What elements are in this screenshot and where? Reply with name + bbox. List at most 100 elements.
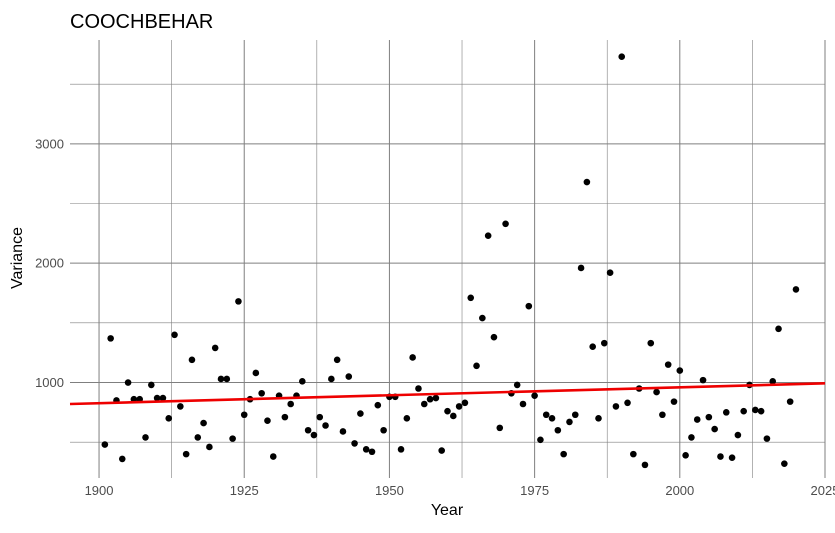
x-tick-label: 2000 bbox=[665, 483, 694, 498]
data-point bbox=[670, 398, 678, 405]
data-point bbox=[577, 264, 585, 272]
chart-title: COOCHBEHAR bbox=[70, 11, 213, 33]
data-point bbox=[659, 411, 666, 419]
data-point bbox=[235, 298, 242, 305]
data-point bbox=[775, 325, 782, 333]
data-point bbox=[118, 455, 126, 463]
data-point bbox=[240, 411, 248, 419]
data-point bbox=[728, 454, 736, 462]
data-point bbox=[630, 450, 637, 458]
data-point bbox=[328, 375, 335, 383]
data-point bbox=[717, 453, 724, 460]
data-point bbox=[786, 398, 794, 405]
data-point bbox=[734, 431, 742, 439]
data-point bbox=[322, 422, 329, 429]
data-point bbox=[142, 434, 149, 441]
x-axis-label: Year bbox=[431, 502, 464, 519]
y-tick-label: 1000 bbox=[35, 375, 64, 390]
data-point bbox=[403, 415, 411, 422]
x-tick-labels: 1900 1925 1950 1975 2000 2025 bbox=[85, 483, 835, 498]
data-point bbox=[479, 314, 486, 322]
data-point bbox=[693, 416, 701, 423]
data-point bbox=[711, 425, 718, 433]
data-point bbox=[502, 220, 509, 228]
y-tick-label: 2000 bbox=[35, 256, 64, 271]
data-point bbox=[519, 400, 527, 408]
data-point bbox=[676, 367, 684, 374]
data-point bbox=[124, 379, 132, 386]
data-point bbox=[362, 446, 370, 453]
data-points bbox=[101, 53, 800, 469]
data-point bbox=[310, 431, 318, 439]
data-point bbox=[571, 411, 579, 419]
data-point bbox=[624, 399, 631, 407]
data-point bbox=[601, 339, 608, 347]
data-point bbox=[641, 461, 649, 469]
data-point bbox=[148, 381, 155, 389]
data-point bbox=[182, 450, 190, 458]
data-point bbox=[763, 435, 771, 442]
data-point bbox=[467, 294, 475, 302]
data-point bbox=[188, 356, 196, 364]
data-point bbox=[705, 413, 713, 421]
y-tick-label: 3000 bbox=[35, 136, 64, 151]
data-point bbox=[333, 356, 341, 364]
data-point bbox=[426, 395, 434, 403]
trend-line-group bbox=[69, 382, 826, 406]
data-point bbox=[653, 388, 660, 396]
data-point bbox=[752, 406, 759, 414]
data-point bbox=[165, 415, 173, 422]
data-point bbox=[618, 53, 626, 61]
data-point bbox=[258, 389, 265, 397]
data-point bbox=[606, 269, 614, 277]
data-point bbox=[316, 413, 324, 421]
data-point bbox=[525, 302, 533, 310]
data-point bbox=[513, 381, 521, 389]
data-point bbox=[415, 385, 422, 392]
data-point bbox=[368, 448, 376, 456]
x-tick-label: 1925 bbox=[230, 483, 259, 498]
data-point bbox=[542, 411, 550, 419]
data-point bbox=[432, 394, 440, 402]
data-point bbox=[339, 428, 347, 435]
data-point bbox=[211, 344, 219, 352]
data-point bbox=[107, 335, 114, 342]
data-point bbox=[444, 407, 451, 415]
data-point bbox=[217, 375, 225, 383]
data-point bbox=[792, 286, 800, 293]
data-point bbox=[664, 361, 672, 368]
gridlines bbox=[70, 40, 826, 478]
data-point bbox=[560, 450, 567, 458]
y-axis-label: Variance bbox=[9, 227, 26, 289]
data-point bbox=[159, 394, 167, 402]
data-point bbox=[380, 426, 387, 434]
data-point bbox=[484, 232, 492, 240]
data-point bbox=[269, 453, 277, 460]
data-point bbox=[420, 400, 428, 408]
data-point bbox=[351, 440, 358, 447]
data-point bbox=[595, 415, 602, 422]
data-point bbox=[537, 436, 544, 444]
data-point bbox=[450, 412, 457, 420]
data-point bbox=[769, 378, 777, 385]
data-point bbox=[699, 376, 707, 384]
data-point bbox=[264, 417, 271, 425]
y-tick-labels: 1000 2000 3000 bbox=[35, 136, 64, 390]
data-point bbox=[566, 418, 573, 426]
data-point bbox=[473, 362, 480, 370]
x-tick-label: 2025 bbox=[811, 483, 835, 498]
data-point bbox=[781, 460, 788, 467]
data-point bbox=[688, 434, 695, 441]
data-point bbox=[130, 395, 138, 403]
data-point bbox=[281, 413, 289, 421]
data-point bbox=[589, 343, 596, 351]
data-point bbox=[177, 403, 184, 410]
data-point bbox=[101, 441, 109, 448]
data-point bbox=[409, 354, 416, 361]
x-tick-label: 1950 bbox=[375, 483, 404, 498]
data-point bbox=[438, 447, 445, 454]
data-point bbox=[287, 400, 294, 408]
x-tick-label: 1900 bbox=[85, 483, 114, 498]
data-point bbox=[357, 410, 364, 417]
